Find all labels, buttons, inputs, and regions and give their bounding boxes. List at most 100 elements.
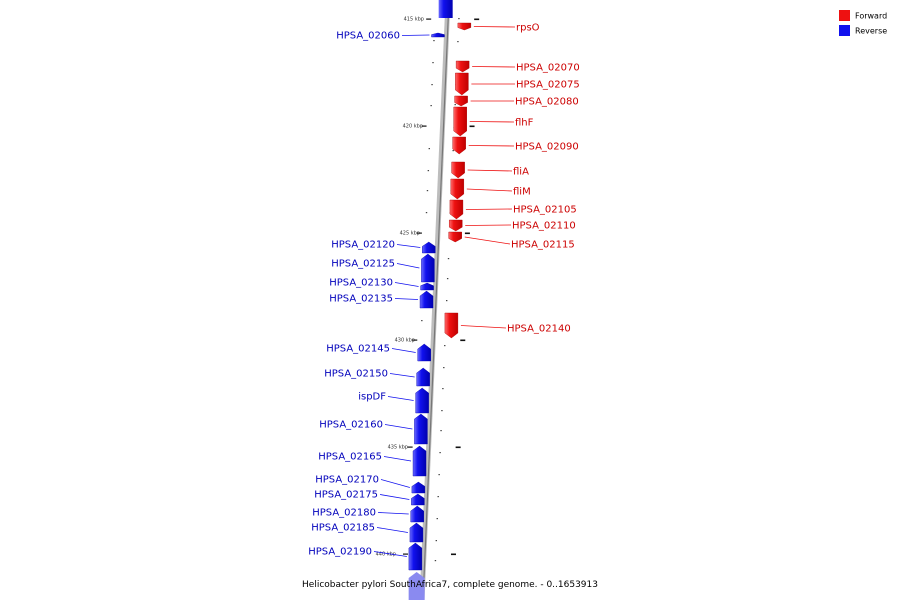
gene-arrow[interactable] xyxy=(410,505,424,523)
tick-label: 420 kbp xyxy=(403,124,423,130)
gene-label[interactable]: HPSA_02060 xyxy=(336,31,400,42)
gene-label[interactable]: HPSA_02160 xyxy=(319,420,383,431)
gene-leader-line xyxy=(469,121,515,123)
gene-hpsa-02145[interactable]: HPSA_02145 xyxy=(326,343,431,362)
gene-arrow[interactable] xyxy=(412,445,427,477)
gene-hpsa-02180[interactable]: HPSA_02180 xyxy=(312,505,424,523)
gene-arrow[interactable] xyxy=(449,219,463,232)
gene-arrow[interactable] xyxy=(408,542,423,571)
gene-arrow[interactable] xyxy=(417,343,431,362)
gene-hpsa-02060[interactable]: HPSA_02060 xyxy=(336,31,445,42)
gene-leader-line xyxy=(373,551,407,557)
gene-arrow[interactable] xyxy=(415,387,429,414)
gene-label[interactable]: HPSA_02130 xyxy=(329,278,393,289)
gene-label[interactable]: flhF xyxy=(515,118,534,129)
gene-arrow[interactable] xyxy=(455,60,470,73)
gene-leader-line xyxy=(396,263,420,269)
gene-label[interactable]: fliM xyxy=(513,187,531,198)
gene-arrow[interactable] xyxy=(450,178,465,200)
gene-label[interactable]: HPSA_02120 xyxy=(331,240,395,251)
gene-label[interactable]: HPSA_02140 xyxy=(507,324,571,335)
gene-arrow[interactable] xyxy=(431,32,445,38)
major-tick-right xyxy=(450,553,456,556)
gene-hpsa-02105[interactable]: HPSA_02105 xyxy=(449,199,577,220)
gene-hpsa-02125[interactable]: HPSA_02125 xyxy=(331,253,435,283)
tick-dot xyxy=(432,62,434,64)
gene-hpsa-02080[interactable]: HPSA_02080 xyxy=(454,95,579,108)
gene-hpsa-02135[interactable]: HPSA_02135 xyxy=(329,290,434,309)
tick-label: 415 kbp xyxy=(404,17,424,23)
gene-leader-line xyxy=(394,298,419,300)
legend: Forward Reverse xyxy=(839,10,887,36)
tick-dot xyxy=(439,452,441,454)
gene-label[interactable]: HPSA_02075 xyxy=(516,80,580,91)
gene-hpsa-02185[interactable]: HPSA_02185 xyxy=(311,522,424,543)
gene-label[interactable]: HPSA_02170 xyxy=(315,475,379,486)
gene-rpso[interactable]: rpsO xyxy=(457,22,540,34)
gene-hpsa-02070[interactable]: HPSA_02070 xyxy=(455,60,580,74)
gene-label[interactable]: HPSA_02190 xyxy=(308,547,372,558)
gene-flia[interactable]: fliA xyxy=(451,161,529,179)
gene-label[interactable]: HPSA_02185 xyxy=(311,523,375,534)
gene-arrow[interactable] xyxy=(409,522,424,543)
tick-dot xyxy=(446,278,449,280)
gene-arrow[interactable] xyxy=(416,367,430,387)
gene-label[interactable]: HPSA_02090 xyxy=(515,142,579,153)
gene-arrow[interactable] xyxy=(451,161,465,179)
gene-arrow[interactable] xyxy=(420,282,434,291)
gene-hpsa-02090[interactable]: HPSA_02090 xyxy=(452,136,579,155)
gene-label[interactable]: HPSA_02115 xyxy=(511,240,575,251)
tick-dot xyxy=(426,190,429,192)
gene-hpsa-02075[interactable]: HPSA_02075 xyxy=(455,72,580,96)
gene-arrow[interactable] xyxy=(448,231,462,243)
gene-partial-top[interactable] xyxy=(438,0,453,18)
gene-hpsa-02170[interactable]: HPSA_02170 xyxy=(315,475,426,494)
gene-label[interactable]: fliA xyxy=(513,167,529,178)
gene-label[interactable]: HPSA_02150 xyxy=(324,369,388,380)
gene-label[interactable]: rpsO xyxy=(516,23,540,34)
gene-label[interactable]: HPSA_02125 xyxy=(331,259,395,270)
gene-label[interactable]: HPSA_02080 xyxy=(515,97,579,108)
gene-label[interactable]: HPSA_02165 xyxy=(318,452,382,463)
gene-arrow[interactable] xyxy=(444,312,459,339)
gene-arrow[interactable] xyxy=(411,493,425,506)
gene-arrow[interactable] xyxy=(421,253,435,283)
gene-hpsa-02130[interactable]: HPSA_02130 xyxy=(329,278,434,291)
gene-arrow[interactable] xyxy=(419,290,434,309)
gene-arrow[interactable] xyxy=(452,136,466,155)
tick-dot xyxy=(446,300,448,302)
gene-leader-line xyxy=(394,282,419,287)
gene-hpsa-02175[interactable]: HPSA_02175 xyxy=(314,490,425,506)
gene-hpsa-02150[interactable]: HPSA_02150 xyxy=(324,367,430,387)
gene-arrow[interactable] xyxy=(422,241,436,254)
gene-hpsa-02140[interactable]: HPSA_02140 xyxy=(444,312,571,339)
gene-label[interactable]: HPSA_02180 xyxy=(312,508,376,519)
gene-label[interactable]: ispDF xyxy=(358,392,386,403)
gene-hpsa-02115[interactable]: HPSA_02115 xyxy=(448,231,575,251)
gene-label[interactable]: HPSA_02135 xyxy=(329,294,393,305)
gene-partial-bottom[interactable] xyxy=(408,572,425,600)
gene-label[interactable]: HPSA_02070 xyxy=(516,63,580,74)
gene-arrow[interactable] xyxy=(454,95,468,107)
gene-ispdf[interactable]: ispDF xyxy=(358,387,429,414)
gene-label[interactable]: HPSA_02145 xyxy=(326,344,390,355)
gene-leader-line xyxy=(377,512,409,515)
gene-hpsa-02110[interactable]: HPSA_02110 xyxy=(449,219,576,232)
gene-arrow[interactable] xyxy=(455,72,469,96)
gene-arrow[interactable] xyxy=(449,199,464,220)
gene-hpsa-02165[interactable]: HPSA_02165 xyxy=(318,445,427,477)
gene-flim[interactable]: fliM xyxy=(450,178,531,200)
gene-hpsa-02190[interactable]: HPSA_02190 xyxy=(308,542,423,571)
reverse-genes: HPSA_02060 HPSA_02120 HPSA_02125 HPSA_02130… xyxy=(308,0,453,600)
gene-hpsa-02120[interactable]: HPSA_02120 xyxy=(331,240,436,254)
gene-label[interactable]: HPSA_02110 xyxy=(512,221,576,232)
gene-arrow[interactable] xyxy=(414,413,428,445)
gene-arrow[interactable] xyxy=(457,22,472,31)
gene-label[interactable]: HPSA_02105 xyxy=(513,205,577,216)
gene-flhf[interactable]: flhF xyxy=(453,106,534,137)
gene-arrow[interactable] xyxy=(453,106,467,137)
gene-label[interactable]: HPSA_02175 xyxy=(314,490,378,501)
gene-hpsa-02160[interactable]: HPSA_02160 xyxy=(319,413,428,445)
gene-arrow[interactable] xyxy=(411,481,426,494)
